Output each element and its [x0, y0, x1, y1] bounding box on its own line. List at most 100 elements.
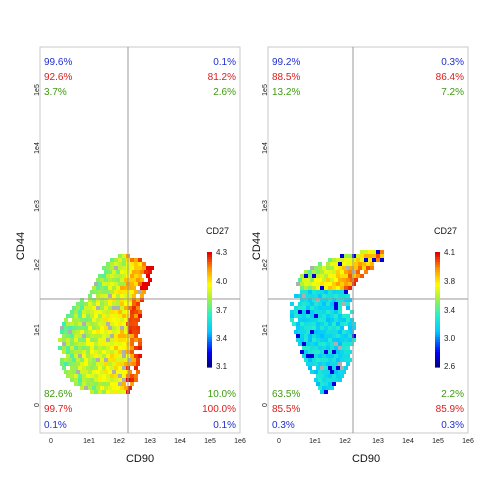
x-axis-label: CD90 [126, 453, 154, 465]
density-cell [122, 374, 126, 378]
colorbar-segment [207, 362, 212, 366]
density-cell [82, 366, 86, 370]
density-cell [134, 374, 138, 378]
density-cell [316, 298, 320, 302]
density-cell [322, 362, 326, 366]
colorbar-segment [435, 284, 440, 288]
density-cell [88, 370, 92, 374]
density-cell [58, 338, 62, 342]
density-cell [328, 338, 332, 342]
density-cell [64, 326, 68, 330]
colorbar-segment [207, 324, 212, 328]
density-cell [70, 366, 74, 370]
colorbar-tick: 3.4 [216, 334, 228, 343]
colorbar-segment [435, 292, 440, 296]
density-cell [108, 386, 112, 390]
density-cell [120, 286, 124, 290]
density-cell [112, 294, 116, 298]
density-cell [130, 334, 134, 338]
density-cell [328, 374, 332, 378]
density-cell [320, 322, 324, 326]
colorbar-segment [435, 327, 440, 331]
density-cell [122, 334, 126, 338]
density-cell [78, 382, 82, 386]
density-cell [304, 282, 308, 286]
density-cell [84, 302, 88, 306]
density-cell [112, 386, 116, 390]
density-cell [334, 294, 338, 298]
density-cell [314, 314, 318, 318]
bottom-left-pct-red: 85.5% [272, 404, 300, 415]
density-cell [62, 366, 66, 370]
density-cell [354, 262, 358, 266]
density-cell [330, 362, 334, 366]
density-cell [70, 354, 74, 358]
colorbar-tick: 3.0 [444, 334, 456, 343]
y-tick-label: 1e3 [34, 200, 41, 212]
density-cell [316, 274, 320, 278]
density-cell [322, 378, 326, 382]
density-cell [114, 314, 118, 318]
density-cell [122, 322, 126, 326]
colorbar-segment [207, 294, 212, 298]
density-cell [122, 350, 126, 354]
density-cell [98, 282, 102, 286]
density-cell [110, 310, 114, 314]
density-cell [84, 362, 88, 366]
density-cell [78, 378, 82, 382]
colorbar-segment [435, 317, 440, 321]
density-cell [340, 350, 344, 354]
density-cell [340, 338, 344, 342]
density-cell [134, 290, 138, 294]
density-cell [310, 294, 314, 298]
density-cell [106, 378, 110, 382]
density-cell [98, 354, 102, 358]
panel-left: 99.6% 92.6% 3.7% 0.1% 81.2% 2.6% 82.6% 9… [15, 46, 246, 465]
density-cell [316, 374, 320, 378]
density-cell [96, 386, 100, 390]
density-cell [312, 326, 316, 330]
density-cell [368, 250, 372, 254]
density-cell [82, 346, 86, 350]
density-cell [112, 358, 116, 362]
density-cell [92, 330, 96, 334]
density-cell [324, 286, 328, 290]
density-cell [332, 334, 336, 338]
density-cell [82, 378, 86, 382]
density-cell [332, 374, 336, 378]
colorbar-segment [207, 319, 212, 323]
density-cell [118, 338, 122, 342]
density-cell [320, 274, 324, 278]
density-cell [358, 262, 362, 266]
density-cell [130, 282, 134, 286]
density-cell [118, 382, 122, 386]
x-tick-label: 1e1 [309, 438, 321, 445]
colorbar-segment [207, 292, 212, 296]
density-cell [350, 342, 354, 346]
density-cell [88, 306, 92, 310]
density-cell [326, 342, 330, 346]
density-cell [72, 326, 76, 330]
density-cell [320, 282, 324, 286]
density-cell [342, 346, 346, 350]
density-cell [132, 362, 136, 366]
density-cell [90, 390, 94, 394]
density-cell [344, 358, 348, 362]
density-cell [328, 282, 332, 286]
density-cell [332, 274, 336, 278]
density-cell [316, 358, 320, 362]
density-cell [114, 322, 118, 326]
density-cell [304, 298, 308, 302]
density-cell [104, 386, 108, 390]
y-tick-label: 1e5 [34, 84, 41, 96]
density-cell [380, 254, 384, 258]
density-cell [134, 354, 138, 358]
density-cell [108, 326, 112, 330]
density-cell [132, 298, 136, 302]
density-cell [308, 334, 312, 338]
density-cell [338, 266, 342, 270]
density-cell [144, 270, 148, 274]
density-cell [340, 334, 344, 338]
bottom-left-pct-blue: 0.3% [272, 420, 295, 431]
density-cell [102, 390, 106, 394]
